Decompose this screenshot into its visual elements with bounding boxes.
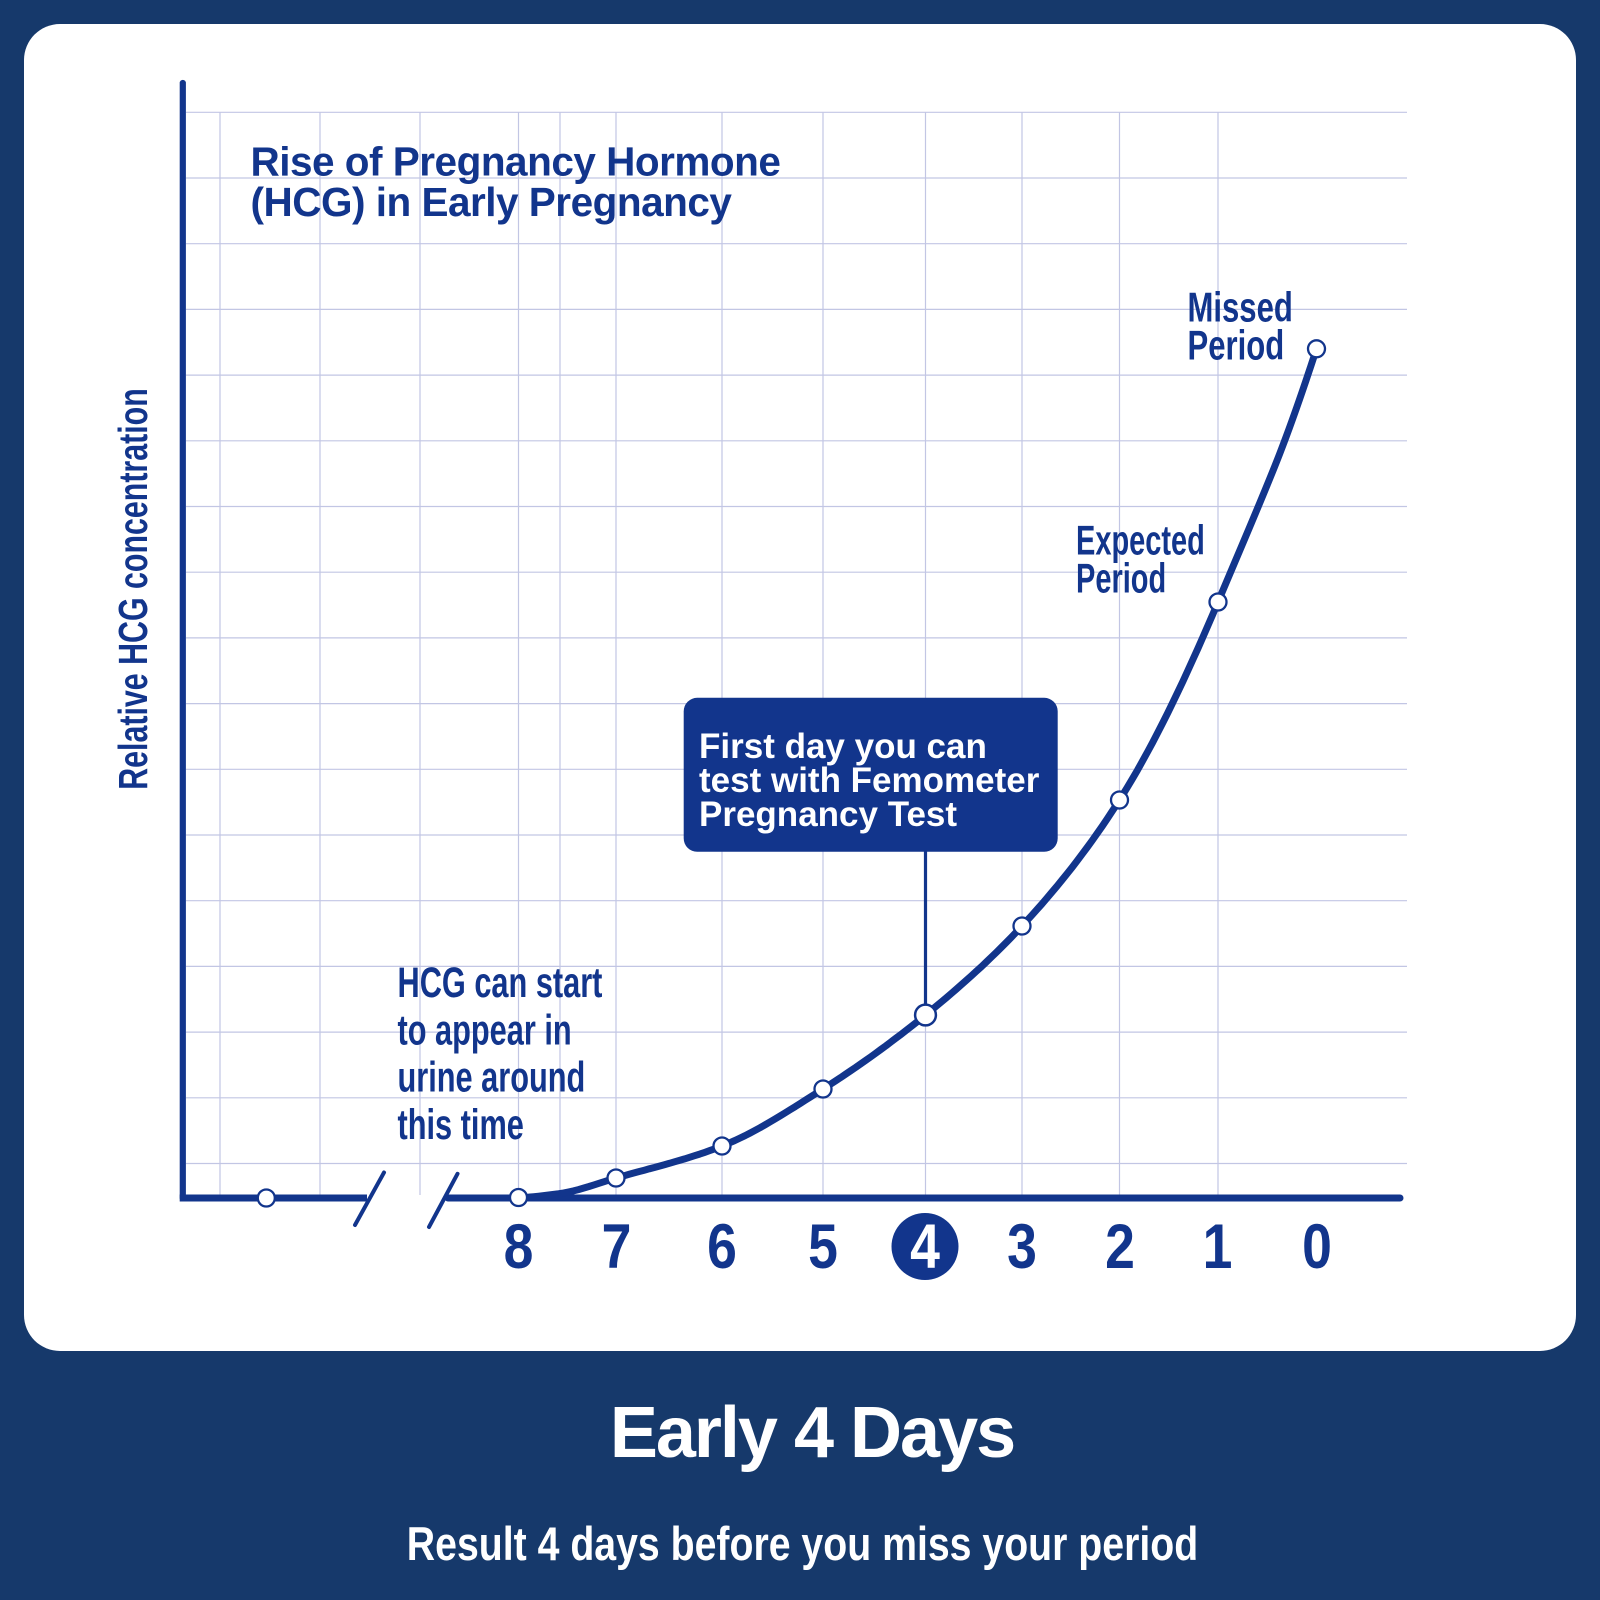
svg-text:Missed: Missed xyxy=(1188,284,1293,331)
svg-text:HCG can start: HCG can start xyxy=(398,958,603,1006)
svg-text:4: 4 xyxy=(910,1212,940,1282)
svg-text:Expected: Expected xyxy=(1076,516,1205,564)
svg-text:First day you can: First day you can xyxy=(699,727,987,766)
svg-text:3: 3 xyxy=(1007,1212,1037,1282)
svg-text:Early 4 Days: Early 4 Days xyxy=(610,1393,1014,1473)
svg-text:5: 5 xyxy=(808,1212,838,1282)
svg-text:Period: Period xyxy=(1076,554,1166,602)
svg-text:2: 2 xyxy=(1105,1212,1135,1282)
svg-text:test with Femometer: test with Femometer xyxy=(699,761,1040,800)
svg-text:Pregnancy Test: Pregnancy Test xyxy=(699,795,957,834)
svg-text:urine around: urine around xyxy=(398,1053,586,1101)
svg-text:7: 7 xyxy=(602,1212,632,1282)
svg-text:Period: Period xyxy=(1188,322,1285,369)
svg-text:Result 4 days before you miss: Result 4 days before you miss your perio… xyxy=(407,1519,1198,1571)
svg-text:0: 0 xyxy=(1302,1212,1332,1282)
svg-text:to appear in: to appear in xyxy=(398,1005,572,1053)
svg-text:8: 8 xyxy=(504,1212,534,1282)
svg-text:(HCG) in Early Pregnancy: (HCG) in Early Pregnancy xyxy=(251,179,733,225)
svg-text:6: 6 xyxy=(707,1212,737,1282)
svg-text:1: 1 xyxy=(1203,1212,1233,1282)
svg-text:Rise of Pregnancy Hormone: Rise of Pregnancy Hormone xyxy=(251,139,781,185)
svg-text:Relative HCG concentration: Relative HCG concentration xyxy=(111,388,156,790)
svg-text:this time: this time xyxy=(398,1100,524,1148)
